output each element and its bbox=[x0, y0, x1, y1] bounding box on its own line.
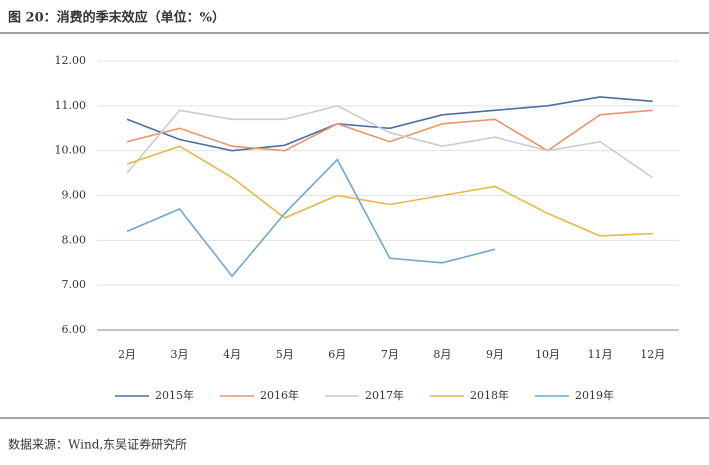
legend-label: 2016年 bbox=[260, 388, 299, 402]
legend-label: 2018年 bbox=[470, 388, 509, 402]
series-line bbox=[126, 158, 496, 278]
y-tick-label: 9.00 bbox=[62, 189, 87, 202]
series-line bbox=[126, 109, 653, 152]
series-line bbox=[126, 104, 654, 179]
y-tick-label: 6.00 bbox=[62, 323, 87, 336]
legend-label: 2019年 bbox=[575, 388, 614, 402]
y-tick-label: 11.00 bbox=[55, 99, 87, 112]
x-tick-label: 9月 bbox=[486, 348, 504, 361]
x-tick-label: 10月 bbox=[535, 348, 560, 361]
chart-title: 图 20：消费的季末效应（单位：%） bbox=[8, 10, 225, 26]
source-note: 数据来源：Wind,东吴证券研究所 bbox=[8, 437, 187, 452]
series-line bbox=[126, 145, 653, 237]
x-tick-label: 12月 bbox=[640, 348, 665, 361]
x-tick-label: 5月 bbox=[276, 348, 294, 361]
y-tick-label: 10.00 bbox=[55, 144, 87, 157]
legend-label: 2015年 bbox=[155, 388, 194, 402]
x-tick-label: 8月 bbox=[433, 348, 451, 361]
x-tick-label: 6月 bbox=[328, 348, 346, 361]
x-tick-label: 3月 bbox=[171, 348, 189, 361]
y-tick-label: 12.00 bbox=[55, 54, 87, 67]
y-tick-label: 7.00 bbox=[62, 278, 87, 291]
x-tick-label: 2月 bbox=[118, 348, 136, 361]
x-tick-label: 4月 bbox=[223, 348, 241, 361]
x-tick-label: 7月 bbox=[381, 348, 399, 361]
legend-label: 2017年 bbox=[365, 388, 404, 402]
x-tick-label: 11月 bbox=[588, 348, 613, 361]
y-tick-label: 8.00 bbox=[62, 233, 87, 246]
series-line bbox=[126, 96, 653, 152]
